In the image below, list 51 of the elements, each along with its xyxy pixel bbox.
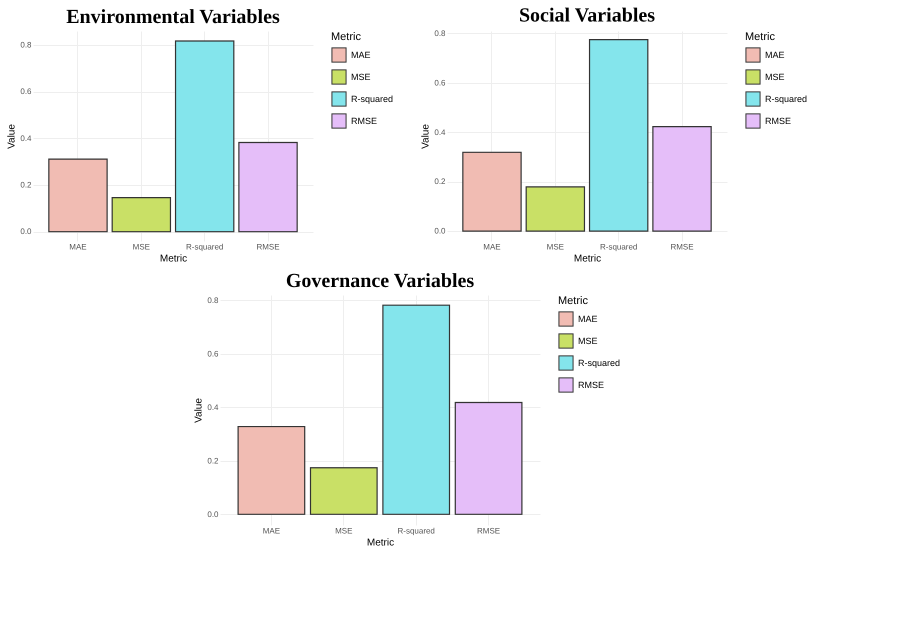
x-tick-label: R-squared — [398, 526, 435, 536]
legend-label: R-squared — [578, 358, 620, 368]
chart-title: Environmental Variables — [66, 6, 280, 28]
y-tick-label: 0.4 — [434, 128, 446, 137]
x-tick-label: R-squared — [600, 242, 638, 252]
y-tick-label: 0.4 — [207, 402, 220, 412]
x-tick-label: MAE — [483, 242, 501, 252]
y-tick-label: 0.2 — [434, 177, 446, 186]
x-axis-title: Metric — [160, 254, 188, 264]
legend-label: MSE — [578, 336, 598, 346]
x-tick-label: MSE — [546, 242, 564, 252]
y-tick-label: 0.6 — [20, 87, 32, 96]
x-tick-label: RMSE — [256, 242, 280, 252]
y-tick-label: 0.6 — [207, 349, 220, 358]
y-tick-label: 0.0 — [20, 227, 32, 236]
chart-title: Social Variables — [518, 4, 656, 26]
legend-title: Metric — [558, 295, 588, 307]
y-tick-label: 0.2 — [20, 180, 32, 190]
x-tick-label: R-squared — [186, 242, 224, 252]
x-axis-title: Metric — [366, 538, 394, 548]
x-tick-label: MAE — [69, 242, 87, 252]
x-tick-label: MSE — [335, 526, 352, 536]
y-axis-title: Value — [193, 398, 204, 423]
x-axis-title: Metric — [574, 254, 602, 264]
y-tick-label: 0.8 — [434, 28, 446, 38]
y-tick-label: 0.4 — [20, 134, 32, 143]
x-tick-label: RMSE — [477, 526, 500, 536]
y-tick-label: 0.2 — [207, 456, 220, 466]
y-tick-label: 0.8 — [207, 296, 220, 305]
legend-title: Metric — [745, 31, 776, 43]
legend-title: Metric — [331, 31, 362, 43]
legend-label: MSE — [351, 72, 371, 82]
legend-label: RMSE — [351, 116, 378, 126]
x-tick-label: MSE — [132, 242, 150, 252]
legend-label: R-squared — [351, 94, 394, 104]
x-tick-label: RMSE — [670, 242, 694, 252]
legend-label: MAE — [765, 50, 785, 60]
y-axis-title: Value — [6, 124, 18, 149]
legend-label: MSE — [765, 72, 785, 82]
legend-label: MAE — [351, 50, 371, 60]
y-tick-label: 0.0 — [434, 226, 446, 236]
legend-label: RMSE — [578, 380, 604, 390]
y-tick-label: 0.0 — [207, 510, 220, 519]
legend-label: R-squared — [765, 94, 808, 104]
y-tick-label: 0.8 — [20, 40, 32, 50]
legend-label: RMSE — [765, 116, 792, 126]
legend-label: MAE — [578, 314, 598, 324]
y-tick-label: 0.6 — [434, 78, 446, 88]
chart-title: Governance Variables — [286, 270, 474, 292]
y-axis-title: Value — [420, 124, 432, 149]
x-tick-label: MAE — [262, 526, 280, 536]
